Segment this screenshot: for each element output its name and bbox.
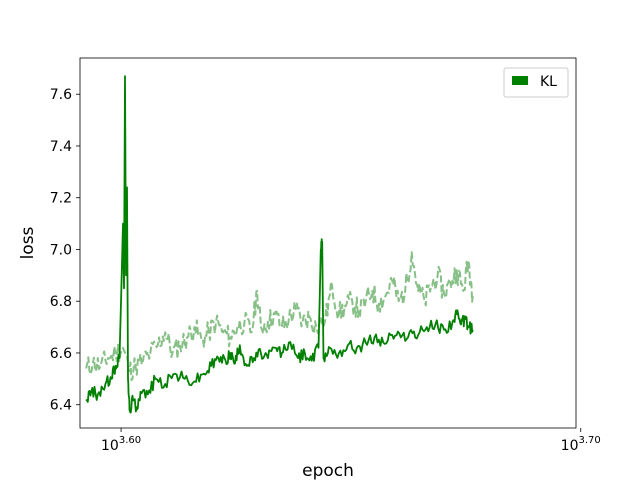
series-line-kl [85, 75, 474, 414]
y-tick-label: 6.4 [50, 398, 72, 414]
legend-label-kl: KL [540, 74, 557, 90]
y-tick-label: 6.8 [50, 294, 72, 310]
legend-swatch-kl [512, 76, 528, 85]
y-tick-label: 7.4 [50, 139, 72, 155]
y-axis-label: loss [18, 226, 38, 259]
x-tick-label: 103.70 [561, 435, 601, 454]
y-tick-label: 7.2 [50, 191, 72, 207]
axes-layer: 6.4 6.6 6.8 7.0 7.2 7.4 7.6 103.60 103.70 [50, 87, 601, 454]
y-tick-label: 7.0 [50, 242, 72, 258]
series-line-secondary [85, 251, 474, 382]
plot-frame [79, 57, 577, 429]
legend: KL [503, 67, 569, 98]
plot-layer [85, 75, 474, 414]
x-tick-label: 103.60 [101, 435, 141, 454]
y-tick-label: 6.6 [50, 346, 72, 362]
legend-box [503, 67, 569, 98]
x-axis-label: epoch [302, 461, 354, 480]
y-tick-label: 7.6 [50, 87, 72, 103]
